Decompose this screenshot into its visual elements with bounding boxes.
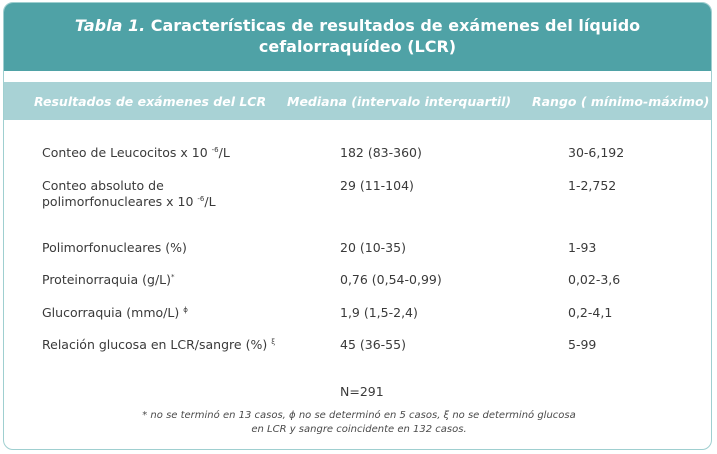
table-card: Tabla 1. Características de resultados d… [3,2,712,450]
row-range: 0,02-3,6 [568,272,621,287]
header-median: Mediana (intervalo interquartil) [287,94,512,109]
sample-size: N=291 [340,384,384,399]
row-median: 1,9 (1,5-2,4) [340,305,418,320]
footnote-line-2: en LCR y sangre coincidente en 132 casos… [251,424,467,435]
row-range: 1-2,752 [568,178,617,193]
row-range: 30-6,192 [568,145,625,160]
row-label: Conteo de Leucocitos x 10 -6/L [42,145,230,160]
row-median: 182 (83-360) [340,145,422,160]
row-median: 0,76 (0,54-0,99) [340,272,442,287]
row-label: Proteinorraquia (g/L)* [42,272,175,287]
row-median: 20 (10-35) [340,240,406,255]
row-label: Conteo absoluto de polimorfonucleares x 1… [42,178,216,209]
row-label: Relación glucosa en LCR/sangre (%) ξ [42,337,276,352]
table-number: Tabla 1. [74,16,146,35]
header-results: Resultados de exámenes del LCR [34,94,267,109]
row-range: 0,2-4,1 [568,305,613,320]
header-range: Rango ( mínimo-máximo) [532,94,710,109]
table-title-text: Características de resultados de exámene… [150,16,641,56]
table-footnote: * no se terminó en 13 casos, ϕ no se det… [44,409,674,437]
column-header-row: Resultados de exámenes del LCR Mediana (… [4,82,711,120]
row-median: 45 (36-55) [340,337,406,352]
row-label: Polimorfonucleares (%) [42,240,187,255]
row-median: 29 (11-104) [340,178,414,193]
table-title: Tabla 1. Características de resultados d… [4,3,711,71]
row-range: 5-99 [568,337,597,352]
row-label: Glucorraquia (mmo/L) ϕ [42,305,188,320]
row-range: 1-93 [568,240,597,255]
footnote-line-1: * no se terminó en 13 casos, ϕ no se det… [142,410,576,421]
